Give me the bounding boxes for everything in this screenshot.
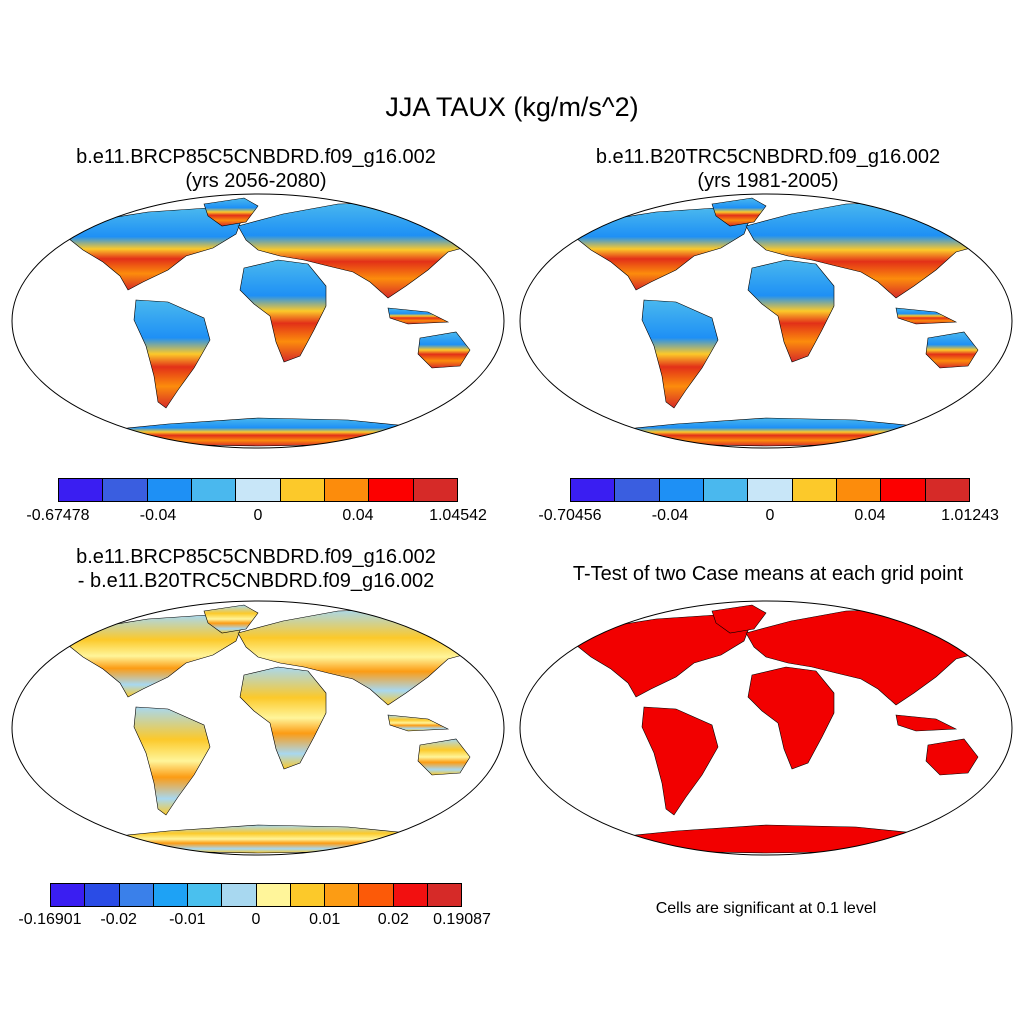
colorbar-tick-label: 0 <box>765 507 775 524</box>
colorbar-tick-label: -0.04 <box>139 507 177 524</box>
colorbar-box <box>571 479 616 501</box>
colorbar-box <box>256 884 291 906</box>
panel3-title-line2: - b.e11.B20TRC5CNBDRD.f09_g16.002 <box>77 570 435 592</box>
panel2-title-line2: (yrs 1981-2005) <box>697 170 839 192</box>
panel1-colorbar <box>58 478 458 502</box>
colorbar-box <box>147 479 192 501</box>
colorbar-box <box>925 479 969 501</box>
panel4-title-line1: T-Test of two Case means at each grid po… <box>572 563 964 585</box>
landmass-northAmerica <box>67 614 244 698</box>
colorbar-box <box>222 884 257 906</box>
colorbar-box <box>280 479 325 501</box>
colorbar-box <box>103 479 148 501</box>
colorbar-box <box>427 884 461 906</box>
landmass-australia <box>417 738 471 776</box>
colorbar-box <box>324 479 370 501</box>
colorbar-tick-label: 1.01243 <box>941 507 999 524</box>
colorbar-box <box>359 884 394 906</box>
map-border <box>519 600 1013 856</box>
panel3-title: b.e11.BRCP85C5CNBDRD.f09_g16.002 - b.e11… <box>0 545 512 593</box>
colorbar-box <box>119 884 154 906</box>
colorbar-tick-label: -0.04 <box>651 507 689 524</box>
colorbar-box <box>153 884 188 906</box>
landmass-northAmerica <box>67 207 244 291</box>
map-border <box>11 600 505 856</box>
colorbar-tick-label: -0.02 <box>100 911 137 928</box>
colorbar-tick-label: 0.02 <box>377 911 409 928</box>
colorbar-tick-label: -0.16901 <box>18 911 82 928</box>
landmass-indonesia <box>895 714 958 732</box>
colorbar-tick-label: -0.70456 <box>538 507 602 524</box>
panel1-map <box>11 193 505 449</box>
colorbar-box <box>703 479 749 501</box>
colorbar-box <box>393 884 428 906</box>
landmass-africa <box>239 259 327 363</box>
figure-title: JJA TAUX (kg/m/s^2) <box>385 92 639 122</box>
colorbar-box <box>881 479 926 501</box>
panel2-colorbar-labels: -0.70456 -0.04 0 0.04 1.01243 <box>538 507 999 527</box>
landmass-northAmerica <box>575 614 752 698</box>
colorbar-tick-label: 0.19087 <box>433 911 491 928</box>
landmass-greenland <box>203 197 259 227</box>
landmass-australia <box>925 331 979 369</box>
panel1-title: b.e11.BRCP85C5CNBDRD.f09_g16.002 (yrs 20… <box>0 145 512 193</box>
colorbar-tick-label: 0.04 <box>854 507 886 524</box>
panel2-colorbar <box>570 478 970 502</box>
panel1-colorbar-labels: -0.67478 -0.04 0 0.04 1.04542 <box>26 507 487 527</box>
panel2-map <box>519 193 1013 449</box>
panel3-colorbar <box>50 883 462 907</box>
colorbar-box <box>236 479 281 501</box>
colorbar-tick-label: 0.04 <box>342 507 374 524</box>
colorbar-box <box>188 884 223 906</box>
panel1-title-line1: b.e11.BRCP85C5CNBDRD.f09_g16.002 <box>76 146 436 168</box>
significance-note: Cells are significant at 0.1 level <box>655 900 877 917</box>
panel3-map <box>11 600 505 856</box>
landmass-australia <box>925 738 979 776</box>
colorbar-tick-label: 0 <box>253 507 263 524</box>
colorbar-box <box>836 479 882 501</box>
colorbar-tick-label: 0.01 <box>309 911 341 928</box>
colorbar-box <box>290 884 325 906</box>
colorbar-tick-label: 1.04542 <box>429 507 487 524</box>
landmass-southAmerica <box>641 706 719 816</box>
colorbar-box <box>369 479 414 501</box>
landmass-greenland <box>711 604 767 634</box>
panel4-map <box>519 600 1013 856</box>
colorbar-box <box>59 479 104 501</box>
panel1-title-line2: (yrs 2056-2080) <box>185 170 327 192</box>
landmass-indonesia <box>895 307 958 325</box>
landmass-indonesia <box>387 307 450 325</box>
landmass-africa <box>239 666 327 770</box>
colorbar-tick-label: -0.01 <box>169 911 206 928</box>
panel2-title-line1: b.e11.B20TRC5CNBDRD.f09_g16.002 <box>595 146 941 168</box>
colorbar-box <box>51 884 86 906</box>
landmass-africa <box>747 259 835 363</box>
map-border <box>519 193 1013 449</box>
colorbar-box <box>325 884 360 906</box>
landmass-australia <box>417 331 471 369</box>
colorbar-box <box>792 479 837 501</box>
map-border <box>11 193 505 449</box>
landmass-greenland <box>203 604 259 634</box>
colorbar-box <box>85 884 120 906</box>
panel3-title-line1: b.e11.BRCP85C5CNBDRD.f09_g16.002 <box>76 546 436 568</box>
colorbar-tick-label: 0 <box>251 911 261 928</box>
colorbar-box <box>748 479 793 501</box>
colorbar-box <box>413 479 457 501</box>
colorbar-box <box>615 479 660 501</box>
landmass-southAmerica <box>133 706 211 816</box>
landmass-northAmerica <box>575 207 752 291</box>
colorbar-box <box>659 479 704 501</box>
landmass-southAmerica <box>133 299 211 409</box>
landmass-greenland <box>711 197 767 227</box>
panel4-title: T-Test of two Case means at each grid po… <box>512 562 1024 586</box>
landmass-africa <box>747 666 835 770</box>
colorbar-box <box>191 479 237 501</box>
panel3-colorbar-labels: -0.16901 -0.02 -0.01 0 0.01 0.02 0.19087 <box>18 911 491 931</box>
colorbar-tick-label: -0.67478 <box>26 507 90 524</box>
landmass-indonesia <box>387 714 450 732</box>
landmass-southAmerica <box>641 299 719 409</box>
panel2-title: b.e11.B20TRC5CNBDRD.f09_g16.002 (yrs 198… <box>512 145 1024 193</box>
